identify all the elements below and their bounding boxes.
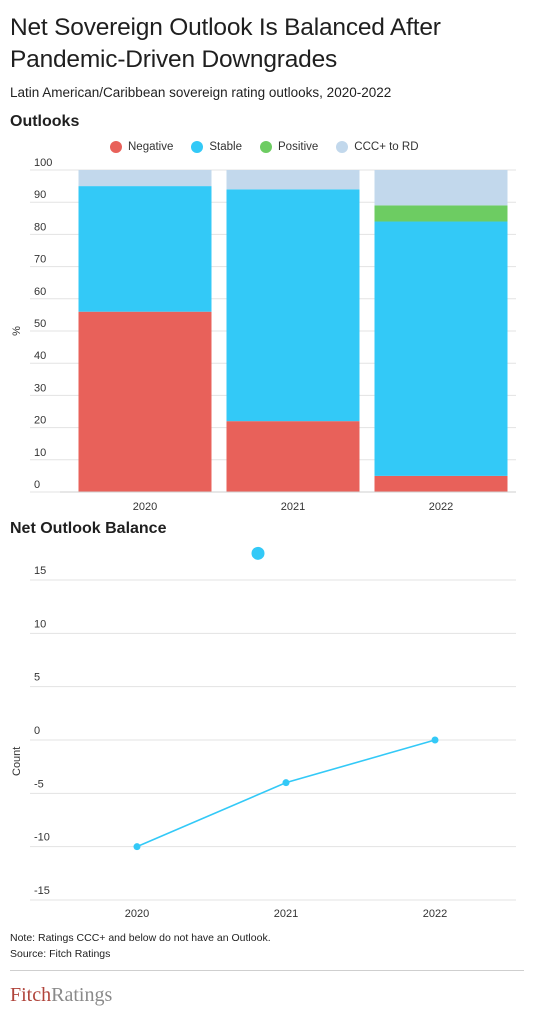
- y-tick-label: 70: [34, 254, 46, 266]
- legend-item-stable: Stable: [191, 141, 242, 153]
- y-tick-label: 5: [34, 672, 40, 684]
- divider: [10, 970, 524, 971]
- x-tick-label: 2021: [281, 501, 305, 513]
- highlight-marker: [251, 546, 265, 560]
- bar-stable-2022: [374, 221, 508, 476]
- net-outlook-line-chart: 15 10 5 0 -5 -10 -15 Count 2020 2021 2022: [11, 546, 516, 920]
- legend-label-negative: Negative: [128, 141, 174, 153]
- logo-ratings: Ratings: [51, 984, 113, 1006]
- footnote: Note: Ratings CCC+ and below do not have…: [10, 932, 271, 944]
- y-tick-label: 90: [34, 189, 46, 201]
- x-tick-label: 2020: [125, 908, 149, 920]
- legend-swatch-stable: [191, 141, 204, 153]
- y-axis-label: %: [11, 326, 23, 336]
- y-tick-label: 0: [34, 479, 40, 491]
- y-tick-label: 30: [34, 382, 46, 394]
- x-tick-label: 2021: [274, 908, 298, 920]
- y-tick-label: -15: [34, 885, 50, 897]
- x-tick-label: 2022: [429, 501, 453, 513]
- bar-ccc-to-rd-2022: [374, 170, 508, 206]
- legend-swatch-ccc: [336, 141, 349, 153]
- x-tick-label: 2022: [423, 908, 447, 920]
- bar-negative-2020: [78, 311, 212, 492]
- y-tick-label: 50: [34, 318, 46, 330]
- y-tick-label: 100: [34, 157, 52, 169]
- legend-label-stable: Stable: [209, 141, 242, 153]
- bar-ccc-to-rd-2020: [78, 170, 212, 187]
- chart-subtitle: Latin American/Caribbean sovereign ratin…: [10, 85, 392, 100]
- balance-section-title: Net Outlook Balance: [10, 520, 167, 537]
- x-tick-label: 2020: [133, 501, 157, 513]
- legend: Negative Stable Positive CCC+ to RD: [110, 138, 437, 156]
- source-note: Source: Fitch Ratings: [10, 948, 111, 960]
- legend-item-ccc: CCC+ to RD: [336, 141, 419, 153]
- bar-negative-2022: [374, 475, 508, 492]
- legend-item-positive: Positive: [260, 141, 318, 153]
- legend-swatch-positive: [260, 141, 272, 153]
- outlooks-section-title: Outlooks: [10, 113, 80, 130]
- y-tick-label: 20: [34, 415, 46, 427]
- legend-item-negative: Negative: [110, 141, 173, 153]
- data-point-2020: [133, 843, 141, 851]
- data-point-2021: [282, 779, 290, 787]
- bar-stable-2020: [78, 186, 212, 312]
- y-tick-label: 40: [34, 350, 46, 362]
- legend-label-positive: Positive: [278, 141, 319, 153]
- y-tick-label: -10: [34, 832, 50, 844]
- y-tick-label: 10: [34, 618, 46, 630]
- data-point-2022: [431, 736, 439, 744]
- y-tick-label: 80: [34, 221, 46, 233]
- y-tick-label: 60: [34, 286, 46, 298]
- y-tick-label: 15: [34, 565, 46, 577]
- bar-ccc-to-rd-2021: [226, 170, 360, 190]
- y-axis-label: Count: [11, 747, 23, 776]
- bar-negative-2021: [226, 421, 360, 492]
- fitch-ratings-logo: FitchRatings: [10, 984, 112, 1007]
- logo-fitch: Fitch: [10, 984, 52, 1006]
- chart-title: Net Sovereign Outlook Is Balanced After …: [10, 14, 441, 73]
- y-tick-label: 0: [34, 725, 40, 737]
- bar-stable-2021: [226, 189, 360, 422]
- y-tick-label: 10: [34, 447, 46, 459]
- y-tick-label: -5: [34, 778, 44, 790]
- outlooks-bar-chart: 0 10 20 30 40 50 60 70 80 90 100% 2020 2021 2022: [11, 157, 516, 513]
- legend-swatch-negative: [110, 141, 122, 153]
- bar-positive-2022: [374, 205, 508, 222]
- legend-label-ccc: CCC+ to RD: [354, 141, 419, 153]
